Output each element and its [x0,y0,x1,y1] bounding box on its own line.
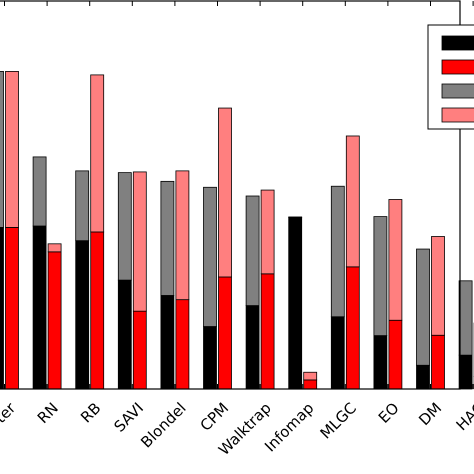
legend-swatch [441,107,474,123]
bar-right-base [175,299,190,390]
bar-right-base [260,273,275,390]
bar-left-base [288,217,303,390]
bar-right-base [5,227,19,390]
bar-right-base [132,310,147,390]
plot-frame [0,0,461,390]
bar-left-top [32,156,47,227]
bar-right-top [260,189,275,275]
bar-left-base [203,326,217,390]
bar-left-top [458,280,473,356]
bar-left-top [416,248,430,366]
bar-right-base [388,319,403,390]
bar-left-top [373,216,388,337]
bar-left-base [458,354,473,390]
x-tick-label: RN [34,399,62,427]
x-tick-label: HAC [453,399,474,434]
bar-left-base [416,364,430,390]
bars-layer [0,71,474,390]
bar-right-top [388,199,403,321]
bar-right-top [132,171,147,312]
bar-left-top [330,185,345,318]
x-tick-label: CPM [197,399,233,435]
bar-left-top [75,170,90,242]
bar-right-base [345,266,360,390]
bar-right-top [47,243,62,253]
bar-right-top [90,74,105,233]
bar-left-base [245,305,260,390]
bar-right-top [5,71,19,228]
legend-swatch [441,83,474,99]
x-tick-label: EO [375,399,403,427]
legend [427,24,474,130]
bar-right-base [218,276,232,390]
bar-left-base [373,335,388,390]
bar-left-base [160,295,175,390]
x-tick-label: DM [415,399,445,429]
bar-left-top [203,186,217,327]
bar-left-top [117,172,132,281]
bar-left-base [75,240,90,390]
legend-swatch [441,35,474,51]
x-tick-label: MLGC [317,399,360,442]
bar-left-base [0,227,4,390]
bar-left-top [245,195,260,306]
bar-right-base [303,379,318,390]
bar-left-base [32,225,47,390]
bar-right-top [431,236,445,336]
bar-left-top [160,180,175,296]
x-tick-label: RB [77,399,104,426]
bar-left-base [117,279,132,390]
axes-frame [0,0,474,390]
bar-left-top [0,71,4,228]
x-tick-label: WCluster [0,398,20,459]
bar-right-base [431,334,445,390]
bar-left-base [330,316,345,390]
bar-left-top [288,216,303,219]
bar-right-top [218,107,232,278]
x-tick-label: Blondel [137,399,189,451]
bar-right-base [90,231,105,390]
bar-right-top [175,170,190,301]
bar-right-top [345,135,360,268]
bar-right-base [47,251,62,390]
legend-swatch [441,59,474,75]
bar-right-top [303,371,318,381]
x-tick-label: SAVI [110,399,147,436]
